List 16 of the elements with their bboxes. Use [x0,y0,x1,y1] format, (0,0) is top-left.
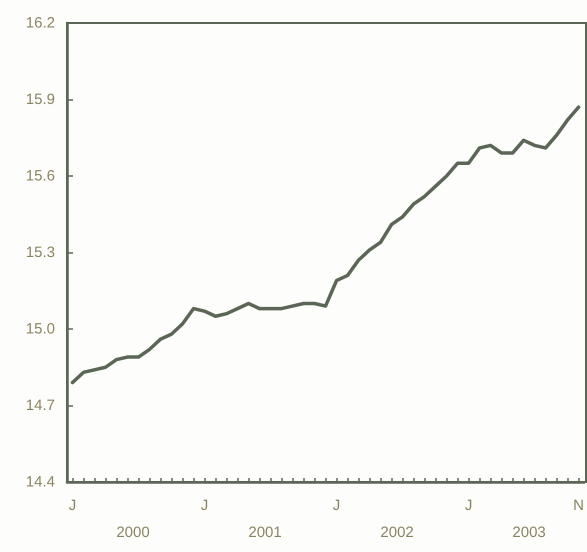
x-tick-label: J [332,497,340,514]
y-tick-label: 15.9 [26,91,55,108]
text: 2003 [512,524,546,541]
text: 2000 [116,524,150,541]
y-tick-label: 14.4 [26,474,55,490]
y-tick-label: 15.3 [26,244,55,261]
x-tick-label: N [573,497,584,514]
x-tick-label: J [68,497,76,514]
y-tick-label: 14.7 [26,397,55,414]
y-tick-label: 16.2 [26,14,55,32]
y-tick-label: 15.6 [26,168,55,184]
text: 2001 [248,524,282,541]
y-tick-label: 15.0 [26,320,55,338]
x-tick-label: J [464,497,472,514]
x-tick-label: J [200,497,208,514]
text: 2002 [380,524,414,541]
